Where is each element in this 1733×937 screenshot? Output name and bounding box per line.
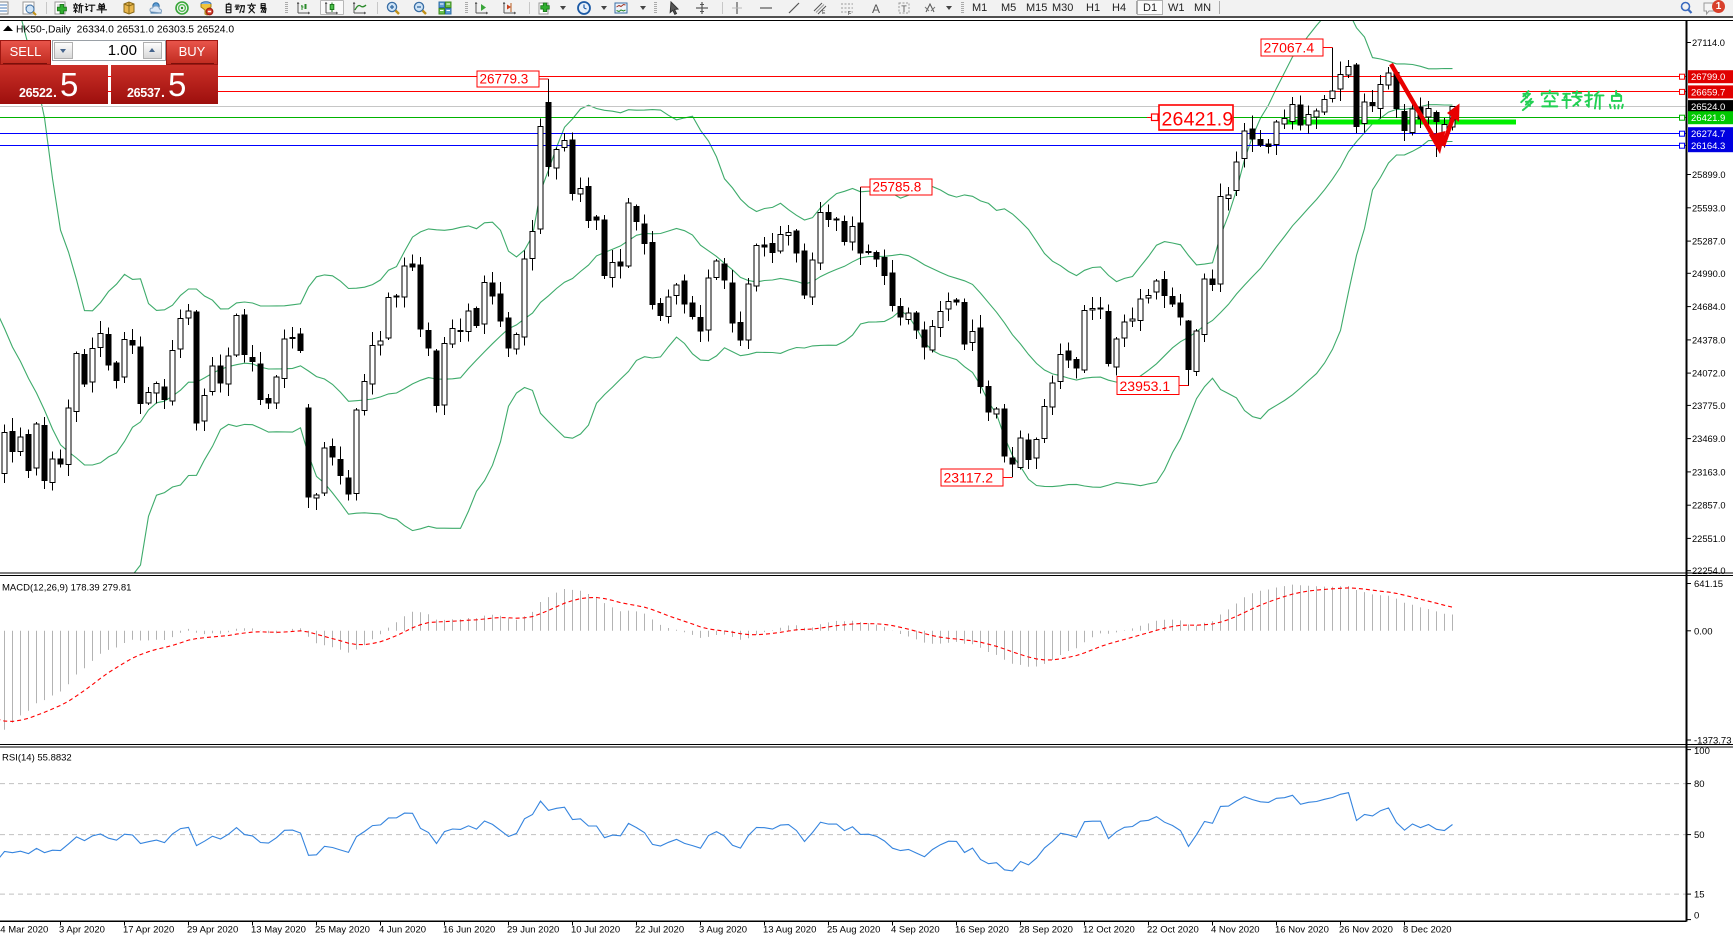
svg-text:23163.0: 23163.0 [1692, 467, 1726, 477]
svg-text:A: A [872, 2, 880, 16]
svg-text:24990.0: 24990.0 [1692, 269, 1726, 279]
svg-text:26421.9: 26421.9 [1691, 113, 1725, 124]
svg-text:0.00: 0.00 [1694, 626, 1713, 637]
svg-text:4 Jun 2020: 4 Jun 2020 [379, 925, 426, 936]
svg-text:17 Apr 2020: 17 Apr 2020 [123, 925, 174, 936]
svg-text:25785.8: 25785.8 [873, 180, 922, 195]
svg-text:25899.0: 25899.0 [1692, 170, 1726, 180]
svg-text:13 Aug 2020: 13 Aug 2020 [763, 925, 816, 936]
svg-text:100: 100 [1694, 746, 1710, 757]
svg-text:F: F [848, 11, 852, 16]
svg-text:26659.7: 26659.7 [1691, 87, 1725, 98]
svg-text:26274.7: 26274.7 [1691, 129, 1725, 140]
svg-text:22857.0: 22857.0 [1692, 501, 1726, 511]
svg-text:22 Oct 2020: 22 Oct 2020 [1147, 925, 1199, 936]
svg-text:-1373.73: -1373.73 [1694, 736, 1732, 747]
svg-text:15: 15 [1694, 890, 1705, 901]
svg-text:16 Jun 2020: 16 Jun 2020 [443, 925, 495, 936]
svg-text:26799.0: 26799.0 [1691, 72, 1725, 83]
svg-text:8 Dec 2020: 8 Dec 2020 [1403, 925, 1452, 936]
svg-text:16 Nov 2020: 16 Nov 2020 [1275, 925, 1329, 936]
svg-text:27067.4: 27067.4 [1264, 40, 1315, 56]
svg-text:23775.0: 23775.0 [1692, 401, 1726, 411]
svg-text:26421.9: 26421.9 [1162, 109, 1234, 131]
svg-text:26164.3: 26164.3 [1691, 141, 1725, 152]
svg-text:25 May 2020: 25 May 2020 [315, 925, 370, 936]
svg-text:0: 0 [1694, 911, 1699, 922]
svg-text:641.15: 641.15 [1694, 579, 1723, 590]
svg-text:13 May 2020: 13 May 2020 [251, 925, 306, 936]
svg-text:26779.3: 26779.3 [480, 72, 529, 87]
svg-text:E: E [822, 10, 826, 16]
svg-text:22254.0: 22254.0 [1692, 566, 1726, 576]
svg-text:80: 80 [1694, 779, 1705, 790]
svg-text:RSI(14) 55.8832: RSI(14) 55.8832 [2, 753, 72, 764]
svg-text:24072.0: 24072.0 [1692, 369, 1726, 379]
svg-text:T: T [901, 4, 907, 14]
svg-text:3 Aug 2020: 3 Aug 2020 [699, 925, 747, 936]
svg-text:25 Aug 2020: 25 Aug 2020 [827, 925, 880, 936]
svg-text:4 Nov 2020: 4 Nov 2020 [1211, 925, 1260, 936]
svg-text:16 Sep 2020: 16 Sep 2020 [955, 925, 1009, 936]
svg-text:23953.1: 23953.1 [1120, 378, 1171, 394]
svg-text:23117.2: 23117.2 [944, 470, 994, 486]
svg-text:10 Jul 2020: 10 Jul 2020 [571, 925, 620, 936]
svg-text:25593.0: 25593.0 [1692, 203, 1726, 213]
svg-text:29 Jun 2020: 29 Jun 2020 [507, 925, 559, 936]
svg-text:MACD(12,26,9) 178.39 279.81: MACD(12,26,9) 178.39 279.81 [2, 583, 131, 594]
svg-text:12 Oct 2020: 12 Oct 2020 [1083, 925, 1135, 936]
svg-text:23469.0: 23469.0 [1692, 434, 1726, 444]
svg-text:HK50-,Daily 26334.0 26531.0 2: HK50-,Daily 26334.0 26531.0 26303.5 2652… [16, 25, 234, 36]
svg-text:3 Apr 2020: 3 Apr 2020 [59, 925, 105, 936]
svg-text:28 Sep 2020: 28 Sep 2020 [1019, 925, 1073, 936]
svg-text:4 Sep 2020: 4 Sep 2020 [891, 925, 940, 936]
svg-text:50: 50 [1694, 830, 1705, 841]
svg-text:25287.0: 25287.0 [1692, 237, 1726, 247]
svg-text:29 Apr 2020: 29 Apr 2020 [187, 925, 238, 936]
svg-text:26 Nov 2020: 26 Nov 2020 [1339, 925, 1393, 936]
svg-text:24684.0: 24684.0 [1692, 302, 1726, 312]
svg-text:22551.0: 22551.0 [1692, 534, 1726, 544]
svg-text:24 Mar 2020: 24 Mar 2020 [0, 925, 48, 936]
svg-text:22 Jul 2020: 22 Jul 2020 [635, 925, 684, 936]
svg-text:24378.0: 24378.0 [1692, 335, 1726, 345]
svg-text:26524.0: 26524.0 [1691, 102, 1725, 113]
svg-text:27114.0: 27114.0 [1692, 38, 1725, 48]
